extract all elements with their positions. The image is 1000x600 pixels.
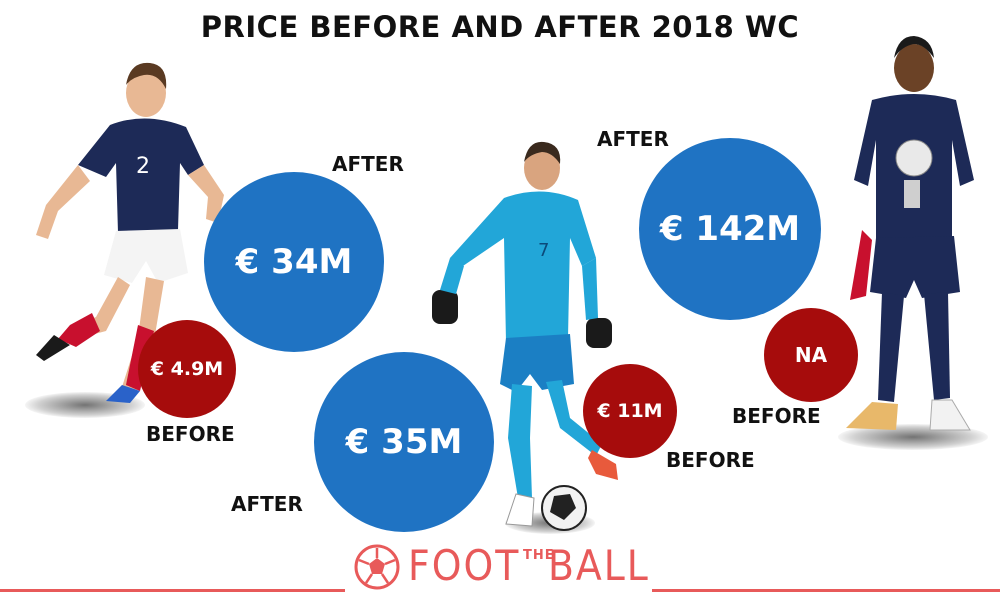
page-title: PRICE BEFORE AND AFTER 2018 WC [200, 10, 800, 44]
before-price-bubble: € 11M [583, 364, 677, 458]
player-illustration-right [846, 36, 974, 431]
before-price-bubble: NA [764, 308, 858, 402]
before-label: BEFORE [146, 422, 235, 446]
after-label: AFTER [597, 127, 669, 151]
after-price-bubble: € 34M [204, 172, 384, 352]
svg-text:2: 2 [136, 154, 150, 179]
before-price-value: € 11M [597, 400, 663, 422]
before-price-value: NA [794, 343, 828, 367]
after-price-value: € 142M [659, 209, 801, 249]
footer-divider-right [652, 589, 1000, 592]
after-price-bubble: € 35M [314, 352, 494, 532]
before-label: BEFORE [666, 448, 755, 472]
before-price-bubble: € 4.9M [138, 320, 236, 418]
logo-word-the: THE [523, 548, 555, 563]
after-price-value: € 35M [345, 422, 463, 462]
before-price-value: € 4.9M [150, 358, 224, 380]
footer-divider-left [0, 589, 345, 592]
svg-text:7: 7 [538, 240, 549, 261]
after-label: AFTER [231, 492, 303, 516]
football-icon [354, 544, 400, 590]
logo-word-foot: FOOT [408, 541, 521, 590]
after-price-bubble: € 142M [639, 138, 821, 320]
player-illustration-center: 7 [432, 141, 618, 531]
player-illustration-left: 2 [36, 62, 224, 403]
after-label: AFTER [332, 152, 404, 176]
after-price-value: € 34M [235, 242, 353, 282]
logo-word-ball: BALL [548, 541, 650, 590]
before-label: BEFORE [732, 404, 821, 428]
